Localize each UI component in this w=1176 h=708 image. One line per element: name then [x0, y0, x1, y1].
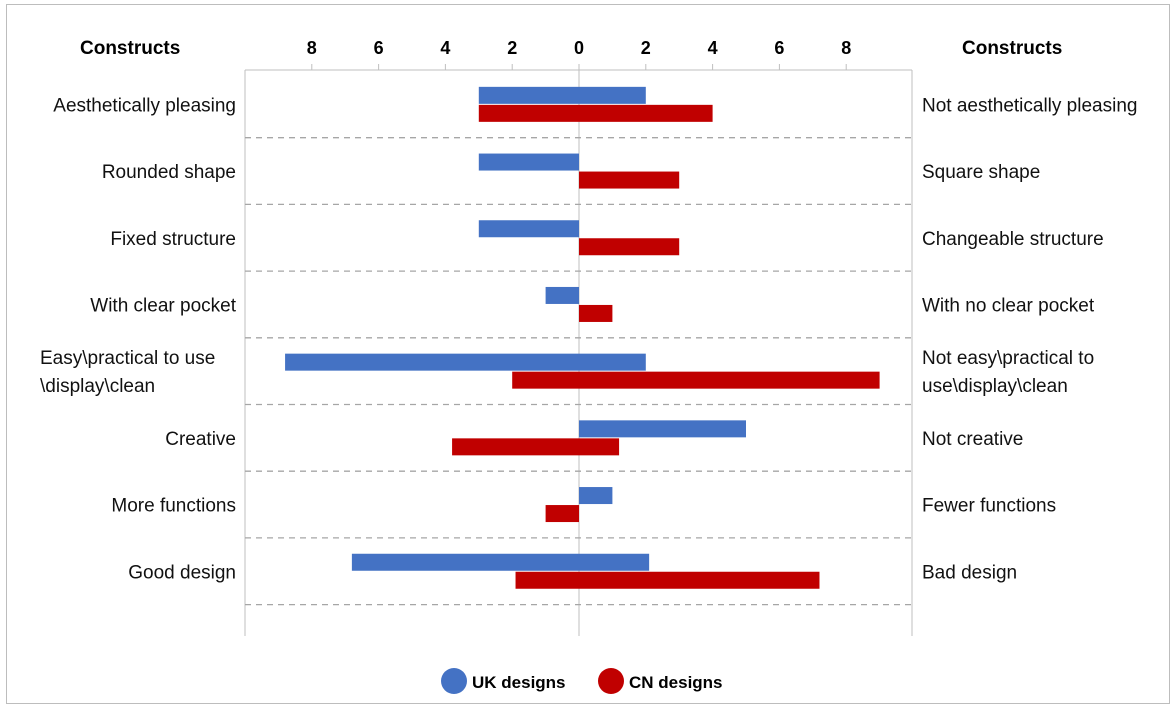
right-construct-label: Changeable structure [922, 229, 1104, 250]
cn-bar-row-7 [545, 505, 579, 523]
x-tick-label: 2 [641, 38, 651, 58]
right-construct-label: Bad design [922, 562, 1017, 583]
uk-bar-row-8 [351, 553, 650, 571]
right-construct-label: Square shape [922, 162, 1040, 183]
x-tick-label: 0 [574, 38, 584, 58]
cn-bar-row-3 [579, 238, 680, 256]
left-construct-label: Fixed structure [110, 229, 236, 250]
left-construct-label: Aesthetically pleasing [53, 95, 236, 116]
right-header: Constructs [962, 38, 1062, 59]
x-tick-label: 4 [708, 38, 718, 58]
right-construct-label: Not easy\practical to [922, 348, 1094, 369]
cn-bar-row-8 [515, 571, 820, 589]
uk-bar-row-4 [545, 286, 579, 304]
uk-bar-row-2 [478, 153, 579, 171]
x-tick-label: 6 [374, 38, 384, 58]
right-construct-label: With no clear pocket [922, 295, 1095, 316]
legend-cn-marker [598, 668, 624, 694]
grid-layer [244, 64, 913, 636]
left-construct-label: With clear pocket [90, 295, 236, 316]
right-construct-label: Not aesthetically pleasing [922, 95, 1137, 116]
legend-cn-label: CN designs [629, 673, 723, 692]
text-layer: Constructs Constructs 8 6 4 2 0 2 4 6 8 Aesthetic… [40, 38, 1137, 583]
right-construct-label: Not creative [922, 429, 1023, 450]
x-tick-label: 6 [774, 38, 784, 58]
legend-uk-label: UK designs [472, 673, 566, 692]
cn-bar-row-1 [478, 104, 713, 122]
legend-uk-marker [441, 668, 467, 694]
left-construct-label: Creative [165, 429, 236, 450]
x-tick-label: 8 [841, 38, 851, 58]
bars-layer [285, 86, 880, 589]
left-construct-label: \display\clean [40, 376, 155, 397]
uk-bar-row-6 [579, 420, 746, 438]
left-construct-label: More functions [111, 496, 236, 517]
right-construct-label: Fewer functions [922, 496, 1056, 517]
cn-bar-row-4 [579, 304, 613, 322]
cn-bar-row-5 [512, 371, 880, 389]
left-construct-label: Rounded shape [102, 162, 236, 183]
uk-bar-row-3 [478, 220, 579, 238]
x-tick-label: 4 [440, 38, 450, 58]
cn-bar-row-2 [579, 171, 680, 189]
legend: UK designs CN designs [441, 668, 723, 694]
left-header: Constructs [80, 38, 180, 59]
cn-bar-row-6 [452, 438, 620, 456]
right-construct-label: use\display\clean [922, 376, 1068, 397]
left-construct-label: Easy\practical to use [40, 348, 215, 369]
uk-bar-row-7 [579, 487, 613, 505]
x-tick-label: 8 [307, 38, 317, 58]
uk-bar-row-1 [478, 86, 646, 104]
left-construct-label: Good design [128, 562, 236, 583]
x-tick-label: 2 [507, 38, 517, 58]
uk-bar-row-5 [285, 353, 646, 371]
